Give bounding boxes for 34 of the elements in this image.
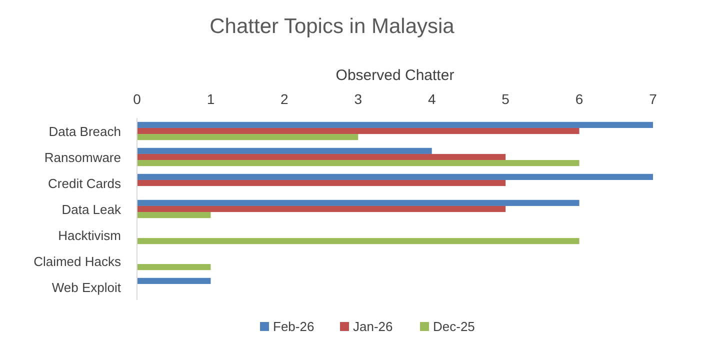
x-tick-label: 0 (133, 91, 142, 107)
y-tick-label: Ransomware (44, 150, 121, 165)
bar (137, 206, 506, 212)
x-tick-label: 5 (502, 91, 510, 107)
bar (137, 128, 580, 134)
y-tick-label: Data Breach (48, 124, 121, 139)
bar (137, 264, 211, 270)
x-tick-label: 2 (280, 91, 289, 107)
legend-label: Jan-26 (353, 319, 393, 334)
bar (137, 160, 580, 166)
bar (137, 278, 211, 284)
bar (137, 174, 653, 180)
legend-label: Dec-25 (433, 319, 475, 334)
bar (137, 212, 211, 218)
bar (137, 134, 358, 140)
x-tick-label: 6 (575, 91, 584, 107)
bar (137, 180, 506, 186)
y-tick-label: Hacktivism (58, 228, 121, 243)
x-tick-label: 7 (649, 91, 658, 107)
x-axis-title: Observed Chatter (336, 67, 454, 84)
y-tick-label: Claimed Hacks (34, 254, 122, 269)
y-tick-label: Web Exploit (52, 280, 122, 295)
bar (137, 154, 506, 160)
bar (137, 122, 653, 128)
chart-title: Chatter Topics in Malaysia (210, 15, 455, 38)
x-tick-label: 1 (206, 91, 215, 107)
y-tick-label: Data Leak (62, 202, 122, 217)
x-tick-label: 3 (354, 91, 362, 107)
bar (137, 148, 432, 154)
bar (137, 200, 580, 206)
y-tick-label: Credit Cards (48, 176, 122, 191)
x-tick-label: 4 (428, 91, 436, 107)
bar (137, 238, 580, 244)
legend-label: Feb-26 (273, 319, 314, 334)
